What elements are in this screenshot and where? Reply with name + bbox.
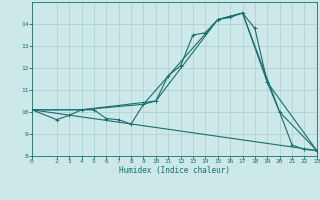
X-axis label: Humidex (Indice chaleur): Humidex (Indice chaleur)	[119, 166, 230, 175]
